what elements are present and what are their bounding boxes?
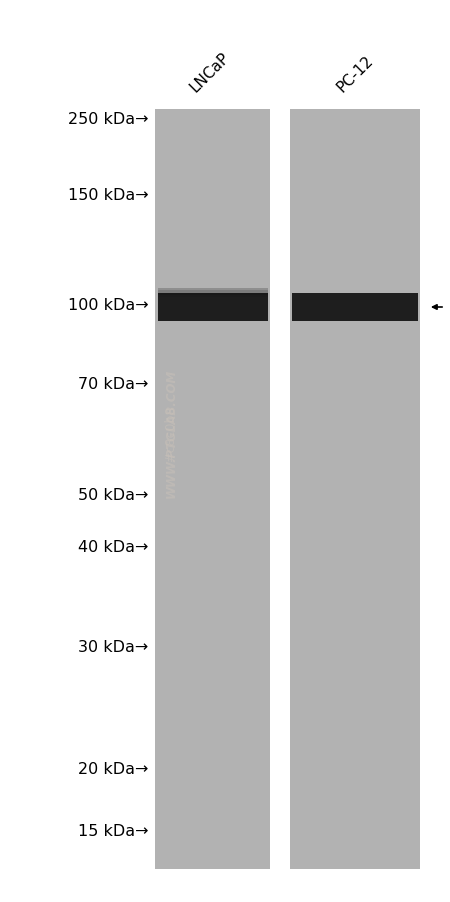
Text: 30 kDa→: 30 kDa→ [78, 640, 148, 655]
Text: PC-12: PC-12 [334, 53, 377, 95]
Bar [290, 110, 420, 869]
Bar [158, 294, 268, 322]
Text: LNCaP: LNCaP [187, 50, 233, 95]
Text: 150 kDa→: 150 kDa→ [68, 188, 148, 202]
Text: 70 kDa→: 70 kDa→ [78, 377, 148, 392]
Text: 15 kDa→: 15 kDa→ [78, 824, 148, 839]
Text: WWW.PTGLAB.COM: WWW.PTGLAB.COM [165, 368, 177, 498]
Bar [292, 294, 418, 322]
Bar [158, 290, 268, 298]
Bar [158, 289, 268, 296]
Bar [155, 110, 270, 869]
Text: 40 kDa→: 40 kDa→ [78, 538, 148, 554]
Text: 20 kDa→: 20 kDa→ [78, 761, 148, 777]
Text: 50 kDa→: 50 kDa→ [78, 487, 148, 502]
Bar [158, 294, 268, 300]
Text: 250 kDa→: 250 kDa→ [68, 113, 148, 127]
Text: #c8c0b8: #c8c0b8 [165, 405, 177, 461]
Text: 100 kDa→: 100 kDa→ [68, 297, 148, 312]
